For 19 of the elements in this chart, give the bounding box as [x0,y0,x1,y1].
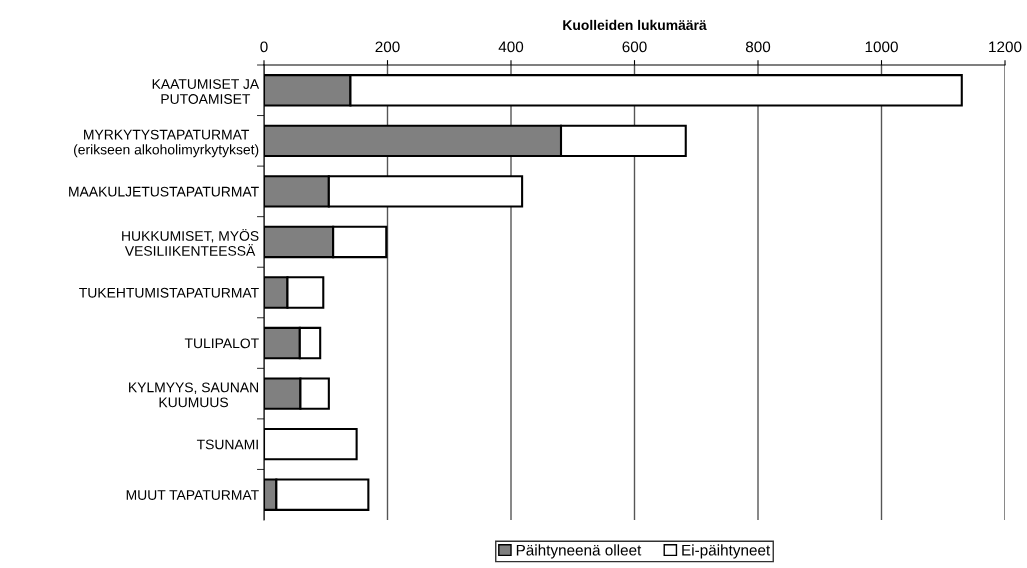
y-tick-label: TSUNAMI [196,439,258,450]
x-tick-label: 1000 [865,41,898,53]
y-tick-label: KAATUMISET JA PUTOAMISET [152,79,260,104]
y-tick-label: KYLMYYS, SAUNAN KUUMUUS [129,382,258,408]
x-tick-label: 600 [622,41,647,53]
x-axis-title: Kuolleiden lukumäärä [563,19,707,31]
y-tick-label: TUKEHTUMISTAPATURMAT [79,287,259,298]
x-tick-label: 400 [498,41,524,53]
x-tick-label: 0 [260,41,268,53]
y-tick-label: TULIPALOT [184,338,259,349]
y-tick-label: MYRKYTYSTAPATURMAT (erikseen alkoholimyrkytykset) [74,129,259,158]
x-tick-label: 800 [745,41,771,53]
y-tick-label: HUKKUMISET, MYÖS VESILIIKENTEESSÄ [122,229,259,256]
legend-label: Ei-päihtyneet [682,544,771,559]
y-tick-label: MAAKULJETUSTAPATURMAT [69,186,259,197]
y-tick-label: MUUT TAPATURMAT [126,490,259,500]
x-tick-label: 1200 [989,41,1022,53]
x-tick-label: 200 [375,41,400,53]
legend-label: Päihtyneenä olleet [516,544,642,559]
